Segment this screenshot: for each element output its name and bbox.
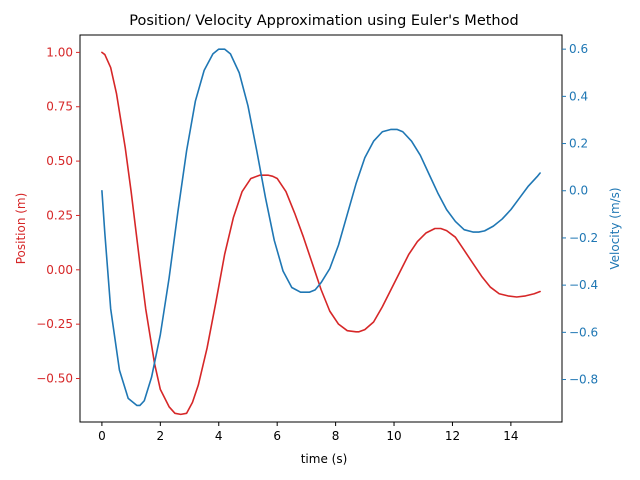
y-right-tick-label: −0.4 xyxy=(569,278,598,292)
x-tick-label: 0 xyxy=(98,429,106,443)
y-left-tick-label: 0.75 xyxy=(46,100,73,114)
x-tick-label: 2 xyxy=(157,429,165,443)
y-right-tick-label: 0.2 xyxy=(569,137,588,151)
y-right-tick-label: −0.2 xyxy=(569,231,598,245)
y-right-tick-label: −0.8 xyxy=(569,373,598,387)
x-tick-label: 10 xyxy=(386,429,401,443)
x-tick-label: 14 xyxy=(503,429,518,443)
x-axis-label: time (s) xyxy=(301,452,348,466)
series-position-line xyxy=(101,51,541,416)
y-left-tick-label: 0.50 xyxy=(46,154,73,168)
y-left-tick-label: 0.25 xyxy=(46,208,73,222)
y-right-tick-label: 0.4 xyxy=(569,89,588,103)
y-axis-left-label: Position (m) xyxy=(14,193,28,265)
x-axis: 0 2 4 6 8 10 12 14 xyxy=(98,422,519,443)
y-left-tick-label: 1.00 xyxy=(46,45,73,59)
x-tick-label: 4 xyxy=(215,429,223,443)
series-velocity-line xyxy=(101,48,541,407)
y-left-tick-label: −0.50 xyxy=(36,372,73,386)
plot-area xyxy=(101,48,541,416)
y-right-tick-label: −0.6 xyxy=(569,325,598,339)
y-right-tick-label: 0.0 xyxy=(569,184,588,198)
x-tick-label: 8 xyxy=(332,429,340,443)
y-right-tick-label: 0.6 xyxy=(569,42,588,56)
x-tick-label: 6 xyxy=(273,429,281,443)
y-left-tick-label: −0.25 xyxy=(36,317,73,331)
y-axis-right-label: Velocity (m/s) xyxy=(608,187,622,269)
y-left-tick-label: 0.00 xyxy=(46,263,73,277)
x-tick-label: 12 xyxy=(445,429,460,443)
y-axis-left: −0.50 −0.25 0.00 0.25 0.50 0.75 1.00 xyxy=(36,45,80,386)
plot-frame xyxy=(79,34,563,423)
y-axis-right: −0.8 −0.6 −0.4 −0.2 0.0 0.2 0.4 0.6 xyxy=(562,42,598,387)
chart-title: Position/ Velocity Approximation using E… xyxy=(129,13,518,29)
